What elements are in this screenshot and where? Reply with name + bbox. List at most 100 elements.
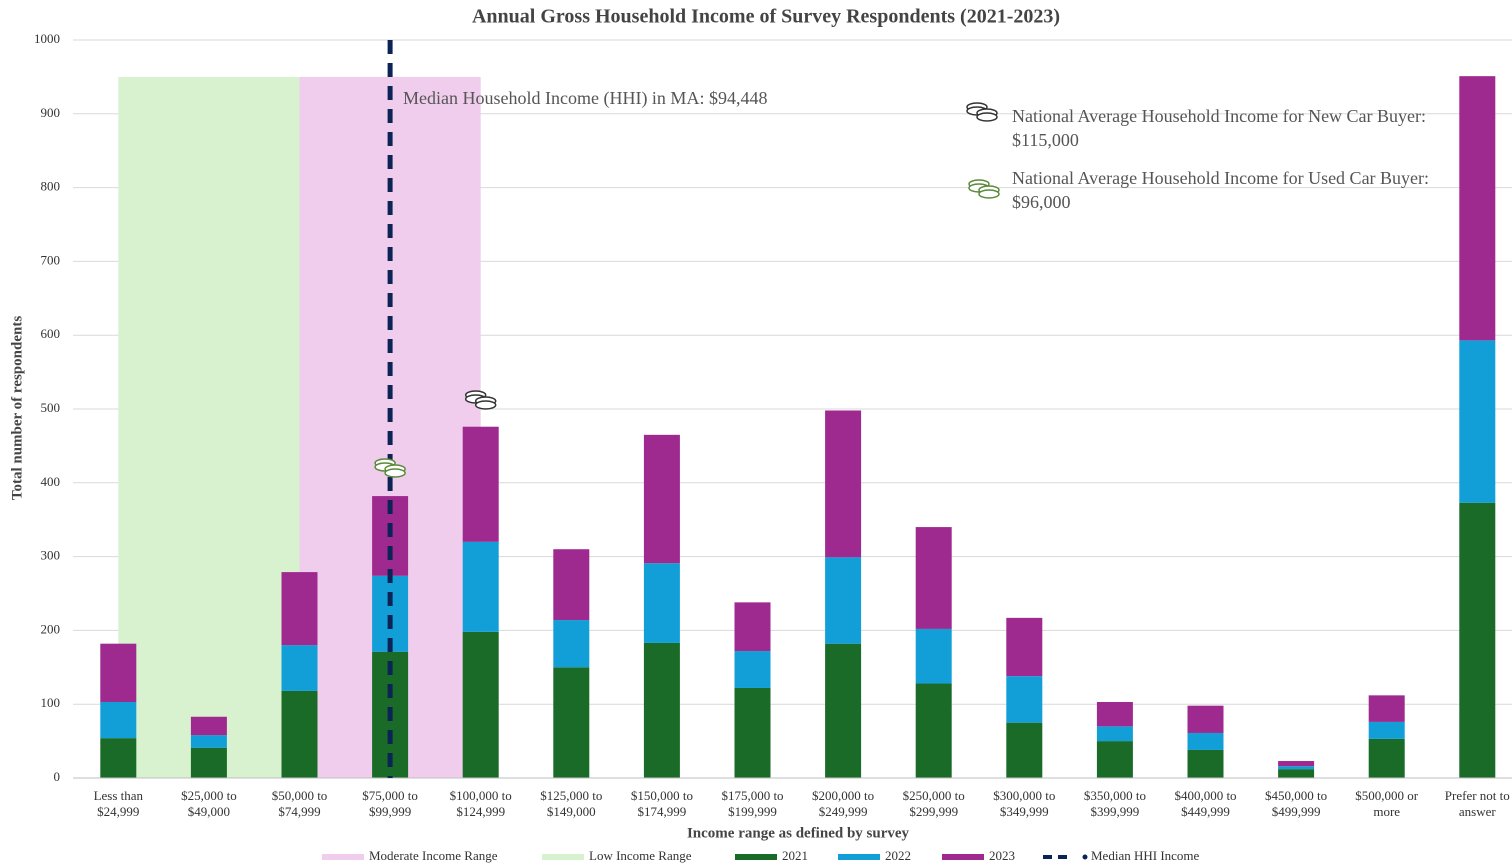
- legend-label: Moderate Income Range: [369, 848, 498, 863]
- x-tick-label: $300,000 to $349,999: [993, 788, 1056, 819]
- y-tick-label: 0: [54, 769, 61, 784]
- bar-segment: [915, 628, 952, 684]
- coin: [978, 189, 1000, 199]
- bar-segment: [553, 620, 590, 668]
- x-tick-label: $350,000 to $399,999: [1083, 788, 1146, 819]
- coin: [976, 112, 998, 122]
- bar-segment: [1278, 766, 1315, 770]
- bar-segment: [825, 410, 862, 558]
- legend-swatch: [1082, 854, 1088, 860]
- y-tick-label: 500: [41, 400, 61, 415]
- y-tick-label: 300: [41, 548, 61, 563]
- bar-segment: [281, 645, 318, 691]
- x-tick-label: Less than $24,999: [93, 788, 144, 819]
- x-tick-label: $150,000 to $174,999: [630, 788, 693, 819]
- bar-segment: [734, 602, 771, 652]
- bar-segment: [462, 631, 499, 778]
- x-tick-label: $450,000 to $499,999: [1265, 788, 1328, 819]
- bar-segment: [825, 643, 862, 778]
- x-tick-label: $500,000 or more: [1355, 788, 1419, 819]
- x-tick-label: $175,000 to $199,999: [721, 788, 784, 819]
- bar-segment: [1096, 741, 1133, 778]
- legend-swatch: [735, 854, 777, 860]
- coin-icon: [374, 458, 406, 478]
- coin: [474, 400, 497, 410]
- x-tick-label: $100,000 to $124,999: [449, 788, 512, 819]
- legend: Moderate Income Range Low Income Range 202…: [322, 848, 1200, 863]
- bar-segment: [1006, 617, 1043, 677]
- bar-segment: [1187, 705, 1224, 733]
- y-tick-label: 100: [41, 695, 61, 710]
- x-tick-label: $25,000 to $49,000: [181, 788, 237, 819]
- legend-swatch: [838, 854, 880, 860]
- bar-segment: [1187, 749, 1224, 778]
- bar-segment: [1187, 732, 1224, 750]
- bar-segment: [734, 651, 771, 688]
- income-range: [118, 76, 300, 778]
- x-axis-title: Income range as defined by survey: [687, 825, 910, 841]
- y-tick-label: 600: [41, 326, 61, 341]
- bar-segment: [1459, 76, 1496, 341]
- bar-segment: [1278, 761, 1315, 767]
- coin-icon: [968, 179, 1000, 199]
- x-tick-label: $250,000 to $299,999: [902, 788, 965, 819]
- y-tick-label: 700: [41, 252, 61, 267]
- median-annotation: Median Household Income (HHI) in MA: $94…: [403, 88, 768, 108]
- bar-segment: [1096, 701, 1133, 727]
- legend-label: 2023: [989, 848, 1015, 863]
- bar-segment: [1096, 726, 1133, 742]
- y-tick-label: 900: [41, 105, 61, 120]
- bar-segment: [825, 557, 862, 644]
- bar-segment: [553, 549, 590, 621]
- coin-icon: [966, 102, 998, 122]
- bar-segment: [1368, 721, 1405, 739]
- bar-segment: [553, 667, 590, 778]
- x-tick-label: $200,000 to $249,999: [812, 788, 875, 819]
- bar-segment: [643, 563, 680, 643]
- legend-label: Median HHI Income: [1091, 848, 1200, 863]
- bar-segment: [462, 541, 499, 632]
- legend-label: 2021: [782, 848, 808, 863]
- x-tick-label: $400,000 to $449,999: [1174, 788, 1237, 819]
- x-tick-label: Prefer not to answer: [1444, 788, 1510, 819]
- legend-swatch: [322, 854, 364, 860]
- bar-segment: [1459, 502, 1496, 778]
- bar-segment: [1278, 769, 1315, 778]
- new-car-annotation: National Average Household Income for Ne…: [1012, 106, 1427, 150]
- bar-segment: [643, 434, 680, 564]
- x-tick-label: $75,000 to $99,999: [362, 788, 418, 819]
- y-tick-label: 200: [41, 621, 61, 636]
- legend-label: Low Income Range: [589, 848, 692, 863]
- y-tick-label: 400: [41, 474, 61, 489]
- bar-segment: [1006, 676, 1043, 723]
- bar-segment: [462, 426, 499, 542]
- used-car-annotation: National Average Household Income for Us…: [1012, 168, 1430, 212]
- legend-swatch: [542, 854, 584, 860]
- bar-segment: [281, 572, 318, 646]
- bar-segment: [281, 690, 318, 778]
- bar-segment: [100, 643, 137, 702]
- x-tick-label: $125,000 to $149,000: [540, 788, 603, 819]
- legend-swatch: [942, 854, 984, 860]
- x-tick-label: $50,000 to $74,999: [271, 788, 328, 819]
- y-axis-title: Total number of respondents: [9, 316, 25, 501]
- bar-segment: [190, 747, 227, 778]
- bar-segment: [1006, 722, 1043, 778]
- bar-segment: [915, 683, 952, 778]
- bar-segment: [1368, 695, 1405, 722]
- bar-segment: [1368, 738, 1405, 778]
- y-tick-label: 1000: [34, 31, 60, 46]
- legend-label: 2022: [885, 848, 911, 863]
- coin: [384, 468, 406, 478]
- bar-segment: [1459, 340, 1496, 503]
- y-tick-label: 800: [41, 179, 61, 194]
- bar-segment: [734, 687, 771, 778]
- bar-segment: [100, 738, 137, 778]
- coin-icon: [464, 390, 497, 410]
- bar-segment: [190, 716, 227, 736]
- bar-segment: [643, 642, 680, 778]
- chart-title: Annual Gross Household Income of Survey …: [472, 6, 1060, 28]
- bar-segment: [915, 527, 952, 629]
